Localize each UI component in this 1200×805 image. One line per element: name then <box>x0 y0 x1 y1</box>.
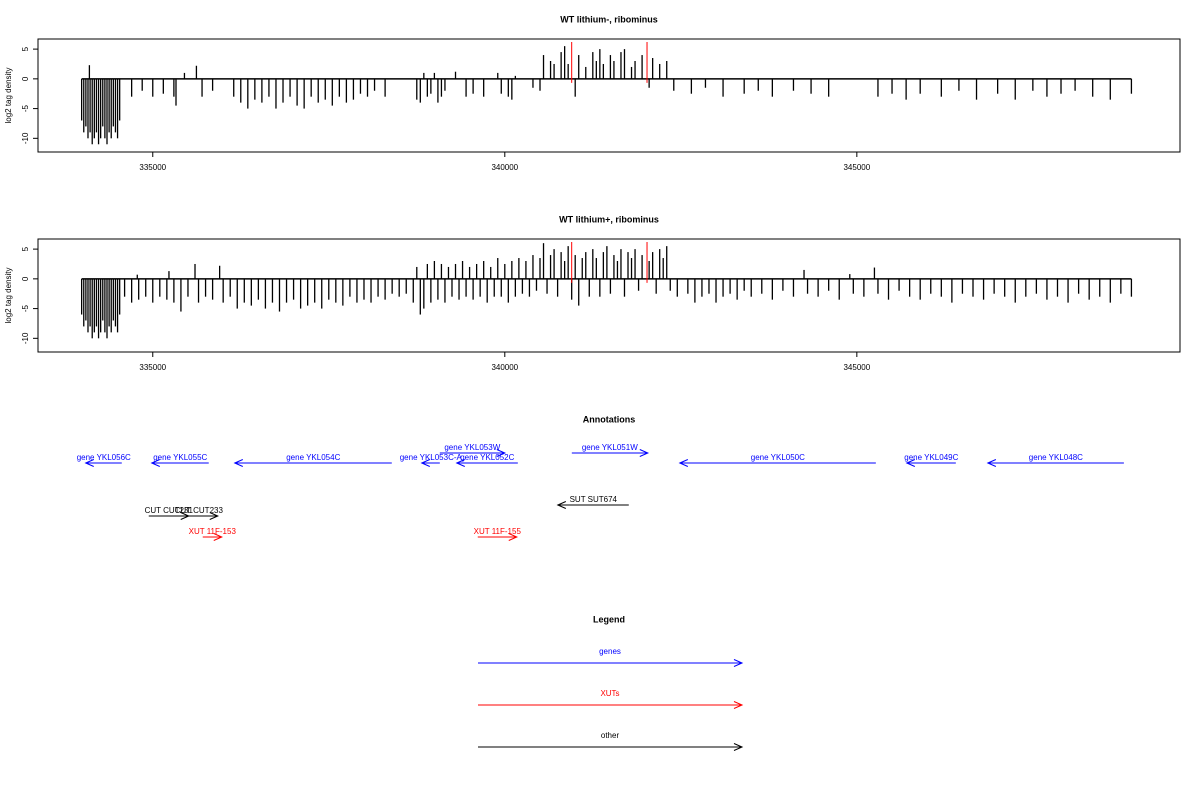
feature-label: CUT CUT233 <box>175 506 224 515</box>
feature-label: XUT 11F-155 <box>474 527 522 536</box>
x-tick-label: 345000 <box>843 163 870 172</box>
y-tick-label: -10 <box>21 332 30 344</box>
feature-arrow <box>571 449 650 457</box>
plot-frame <box>37 38 1181 153</box>
legend-label: genes <box>599 647 621 656</box>
feature-label: SUT SUT674 <box>570 495 618 504</box>
y-axis-label: log2 tag density <box>4 267 13 323</box>
legend-label: other <box>601 731 620 740</box>
x-tick-label: 335000 <box>139 363 166 372</box>
x-tick-label: 345000 <box>843 363 870 372</box>
x-tick-label: 340000 <box>491 363 518 372</box>
legend-arrow <box>478 701 744 709</box>
y-tick-label: 0 <box>21 276 30 281</box>
feature-label: gene YKL052C <box>460 453 514 462</box>
feature-label: gene YKL049C <box>904 453 958 462</box>
feature-label: gene YKL055C <box>153 453 207 462</box>
feature-label: gene YKL056C <box>77 453 131 462</box>
legend-title: Legend <box>593 614 625 624</box>
feature-label: gene YKL048C <box>1029 453 1083 462</box>
y-tick-label: 0 <box>21 76 30 81</box>
feature-label: CUT CUT231 <box>145 506 194 515</box>
feature-arrow <box>905 459 956 467</box>
feature-arrow <box>986 459 1124 467</box>
x-tick-label: 340000 <box>491 163 518 172</box>
y-tick-label: -10 <box>21 132 30 144</box>
panel-title: WT lithium+, ribominus <box>559 214 659 224</box>
feature-label: gene YKL054C <box>286 453 340 462</box>
legend-arrow <box>478 743 744 751</box>
feature-arrow <box>439 449 507 457</box>
y-tick-label: 5 <box>21 246 30 251</box>
feature-arrow <box>179 512 219 520</box>
feature-arrow <box>455 459 518 467</box>
y-tick-label: 5 <box>21 46 30 51</box>
y-tick-label: -5 <box>21 304 30 312</box>
legend-arrow <box>478 659 744 667</box>
feature-arrow <box>477 533 519 541</box>
feature-arrow <box>233 459 392 467</box>
feature-label: gene YKL050C <box>751 453 805 462</box>
x-tick-label: 335000 <box>139 163 166 172</box>
y-axis-label: log2 tag density <box>4 67 13 123</box>
feature-arrow <box>84 459 122 467</box>
feature-arrow <box>150 459 209 467</box>
feature-label: XUT 11F-153 <box>189 527 237 536</box>
feature-label: gene YKL051W <box>582 443 638 452</box>
feature-arrow <box>556 501 629 509</box>
annotations-title: Annotations <box>583 414 636 424</box>
feature-arrow <box>420 459 440 467</box>
y-tick-label: -5 <box>21 104 30 112</box>
feature-arrow <box>678 459 876 467</box>
feature-label: gene YKL053W <box>444 443 500 452</box>
plot-frame <box>37 238 1181 353</box>
panel-title: WT lithium-, ribominus <box>560 14 658 24</box>
feature-arrow <box>202 533 224 541</box>
feature-label: gene YKL053C-A <box>400 453 463 462</box>
legend-label: XUTs <box>600 689 619 698</box>
